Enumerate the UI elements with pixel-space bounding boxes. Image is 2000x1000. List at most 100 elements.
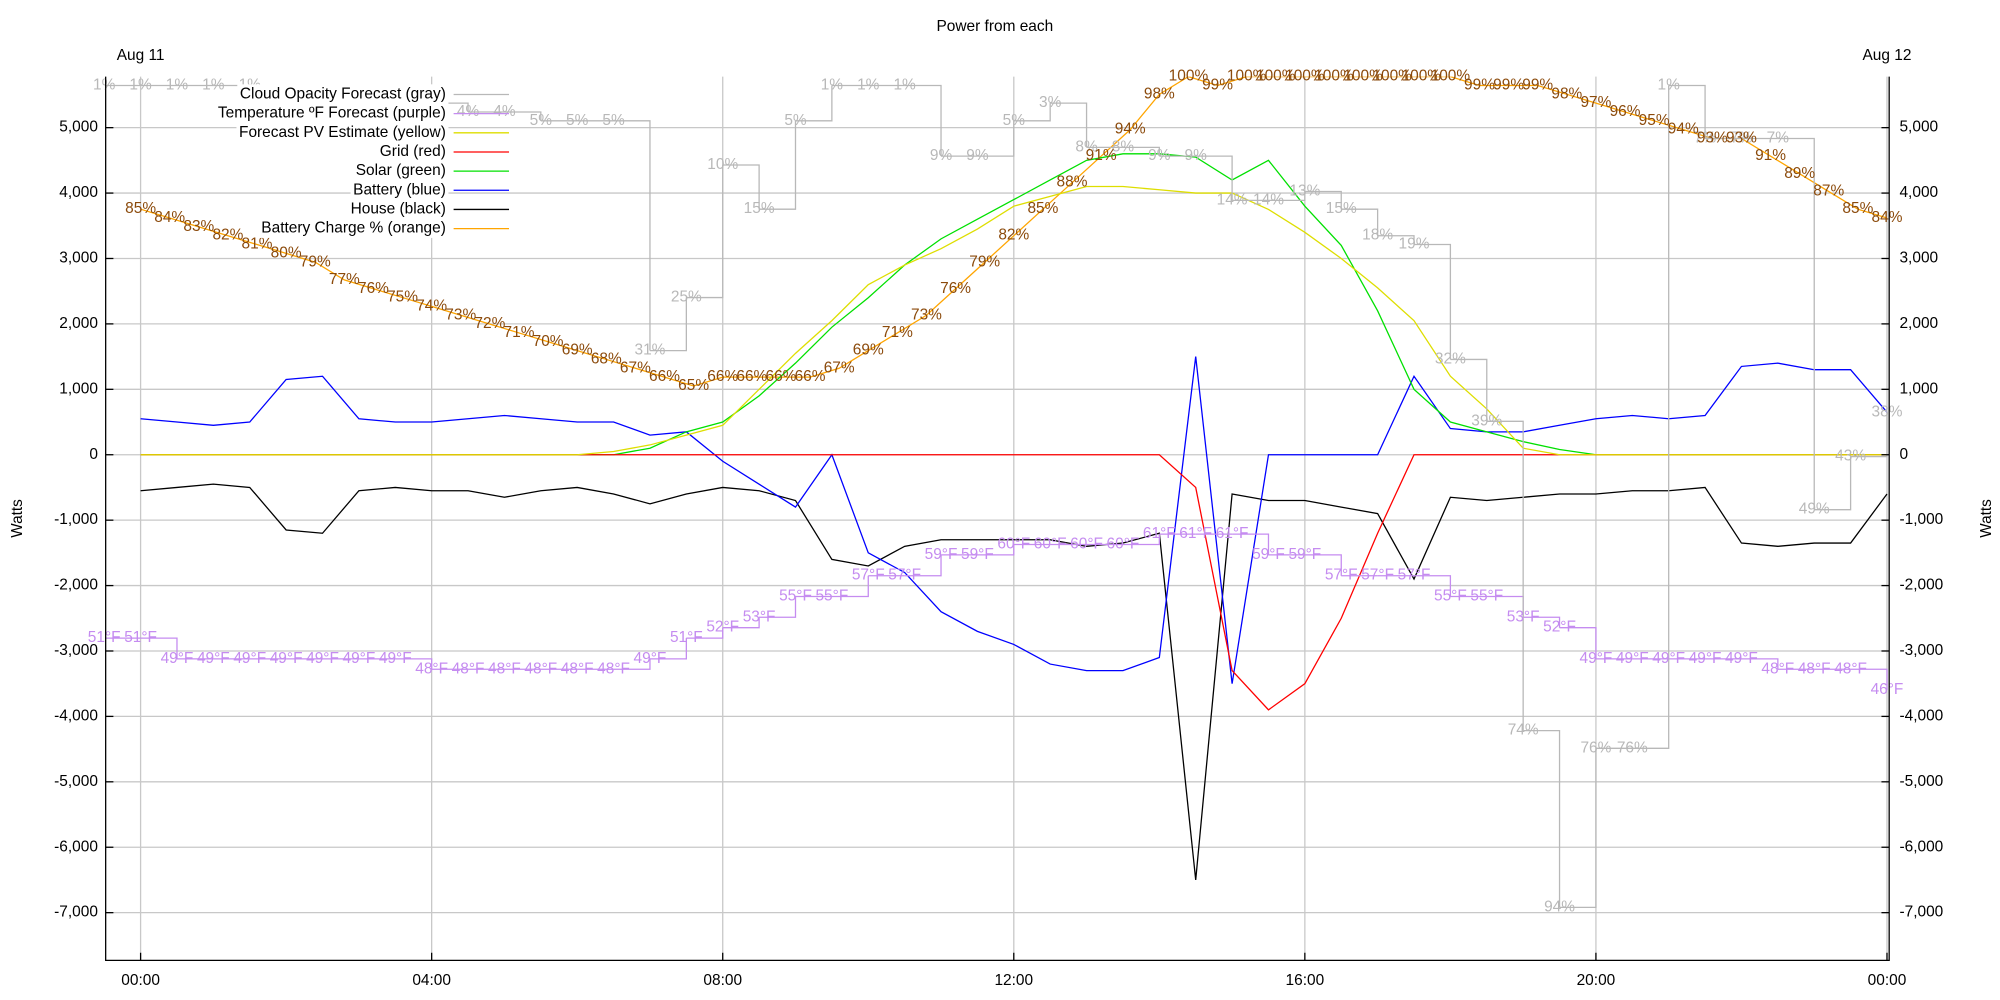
point-label: 55°F bbox=[779, 588, 812, 605]
point-label: 14% bbox=[1253, 191, 1284, 208]
point-label: 61°F bbox=[1179, 525, 1212, 542]
point-label: 1% bbox=[166, 77, 189, 94]
point-label: 98% bbox=[1144, 85, 1175, 102]
point-label: 98% bbox=[1551, 85, 1582, 102]
point-label: 51°F bbox=[124, 629, 157, 646]
y-tick-label: -1,000 bbox=[54, 511, 98, 528]
step-segment bbox=[1122, 146, 1160, 157]
point-label: 55°F bbox=[1470, 588, 1503, 605]
y-tick-label: 0 bbox=[89, 446, 98, 463]
point-label: 4% bbox=[493, 103, 516, 120]
step-segment bbox=[977, 544, 1015, 556]
step-segment bbox=[1414, 575, 1452, 597]
step-segment bbox=[1777, 137, 1815, 510]
y2-tick-label: 5,000 bbox=[1899, 119, 1938, 136]
point-label: 76% bbox=[940, 280, 971, 297]
point-label: 49% bbox=[1799, 501, 1830, 518]
legend-background bbox=[237, 84, 449, 104]
legend-background bbox=[258, 218, 449, 238]
step-segment bbox=[504, 111, 542, 121]
step-segment bbox=[1122, 534, 1160, 546]
point-label: 74% bbox=[416, 298, 447, 315]
y-tick-label: 2,000 bbox=[59, 315, 98, 332]
legend-background bbox=[350, 180, 449, 200]
point-label: 9% bbox=[1185, 147, 1208, 164]
point-label: 100% bbox=[1372, 68, 1412, 85]
step-segment bbox=[1668, 84, 1706, 139]
point-label: 49°F bbox=[634, 650, 667, 667]
y-axis-label: Watts bbox=[9, 499, 26, 538]
legend-label: Temperature ºF Forecast (purple) bbox=[218, 105, 446, 122]
step-segment bbox=[795, 85, 833, 122]
point-label: 57°F bbox=[1398, 567, 1431, 584]
point-label: 14% bbox=[1217, 191, 1248, 208]
y-tick-label: 1,000 bbox=[59, 380, 98, 397]
point-label: 32% bbox=[1435, 351, 1466, 368]
point-label: 81% bbox=[242, 236, 273, 253]
point-label: 84% bbox=[154, 209, 185, 226]
point-label: 5% bbox=[530, 112, 553, 129]
step-segment bbox=[613, 658, 651, 670]
legend-label: Solar (green) bbox=[356, 162, 446, 179]
point-label: 60°F bbox=[1034, 536, 1067, 553]
point-label: 5% bbox=[566, 112, 589, 129]
point-label: 57°F bbox=[888, 567, 921, 584]
point-label: 5% bbox=[784, 112, 807, 129]
y2-tick-label: 3,000 bbox=[1899, 250, 1938, 267]
y2-tick-label: -5,000 bbox=[1899, 773, 1943, 790]
legend-label: Forecast PV Estimate (yellow) bbox=[239, 124, 446, 141]
point-label: 51°F bbox=[670, 629, 703, 646]
point-label: 60°F bbox=[1107, 536, 1140, 553]
step-segment bbox=[1304, 190, 1342, 210]
x-tick-label: 04:00 bbox=[412, 972, 451, 989]
point-label: 57°F bbox=[852, 567, 885, 584]
point-label: 7% bbox=[1730, 130, 1753, 147]
step-segment bbox=[1195, 155, 1233, 201]
point-label: 49°F bbox=[306, 650, 339, 667]
point-label: 25% bbox=[671, 289, 702, 306]
point-label: 9% bbox=[1148, 147, 1171, 164]
point-label: 3% bbox=[1039, 94, 1062, 111]
legend-label: Cloud Opacity Forecast (gray) bbox=[240, 86, 446, 103]
point-label: 76% bbox=[358, 280, 389, 297]
step-segment bbox=[395, 658, 433, 670]
step-segment bbox=[1341, 208, 1379, 236]
point-label: 100% bbox=[1402, 68, 1442, 85]
point-label: 71% bbox=[882, 324, 913, 341]
point-label: 1% bbox=[821, 77, 844, 94]
point-label: 49°F bbox=[1725, 650, 1758, 667]
point-label: 68% bbox=[591, 351, 622, 368]
legend-background bbox=[377, 141, 449, 162]
step-segment bbox=[1559, 627, 1597, 659]
point-label: 79% bbox=[969, 253, 1000, 270]
point-label: 9% bbox=[930, 147, 953, 164]
x-tick-label: 00:00 bbox=[121, 972, 160, 989]
point-label: 100% bbox=[1256, 68, 1296, 85]
step-segment bbox=[686, 627, 724, 639]
point-label: 4% bbox=[457, 103, 480, 120]
point-label: 60°F bbox=[997, 536, 1030, 553]
point-label: 31% bbox=[635, 342, 666, 359]
point-label: 76% bbox=[1617, 739, 1648, 756]
point-label: 91% bbox=[1086, 147, 1117, 164]
point-label: 99% bbox=[1464, 77, 1495, 94]
point-label: 93% bbox=[1726, 130, 1757, 147]
legend-background bbox=[215, 103, 449, 123]
point-label: 100% bbox=[1343, 68, 1383, 85]
point-label: 48°F bbox=[1798, 660, 1831, 677]
point-label: 10% bbox=[707, 156, 738, 173]
point-label: 18% bbox=[1362, 227, 1393, 244]
step-segment bbox=[649, 638, 687, 660]
point-label: 13% bbox=[1289, 183, 1320, 200]
step-segment bbox=[722, 617, 760, 629]
point-label: 94% bbox=[1115, 121, 1146, 138]
step-segment bbox=[759, 596, 797, 618]
point-label: 69% bbox=[562, 342, 593, 359]
point-label: 49°F bbox=[1652, 650, 1685, 667]
y2-tick-label: -6,000 bbox=[1899, 838, 1943, 855]
step-segment bbox=[1050, 102, 1088, 148]
